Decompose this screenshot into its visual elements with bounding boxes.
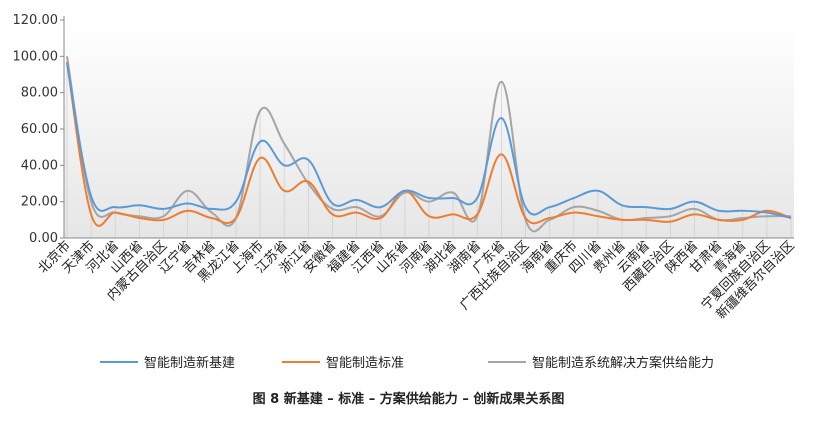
series-line bbox=[66, 61, 792, 227]
legend-label: 智能制造标准 bbox=[326, 356, 404, 371]
y-tick-label: 100.00 bbox=[13, 49, 59, 64]
legend-label: 智能制造新基建 bbox=[144, 355, 235, 371]
series-line bbox=[66, 63, 792, 219]
y-tick-label: 40.00 bbox=[21, 158, 58, 173]
legend-label: 智能制造系统解决方案供给能力 bbox=[532, 355, 714, 371]
y-tick-label: 0.00 bbox=[29, 231, 58, 246]
series-line bbox=[66, 56, 792, 233]
series-lines bbox=[66, 56, 792, 233]
figure-caption: 图 8 新基建 – 标准 – 方案供给能力 – 创新成果关系图 bbox=[252, 392, 565, 407]
legend: 智能制造新基建 智能制造标准 智能制造系统解决方案供给能力 bbox=[100, 355, 714, 371]
y-tick-label: 60.00 bbox=[21, 122, 58, 137]
y-axis: 0.00 20.00 40.00 60.00 80.00 100.00 120.00 bbox=[13, 13, 65, 246]
x-axis: 北京市天津市河北省山西省内蒙古自治区辽宁省吉林省黑龙江省上海市江苏省浙江省安徽省… bbox=[35, 237, 798, 322]
y-tick-label: 120.00 bbox=[13, 13, 59, 28]
y-tick-label: 20.00 bbox=[21, 195, 58, 210]
y-tick-label: 80.00 bbox=[21, 86, 58, 101]
